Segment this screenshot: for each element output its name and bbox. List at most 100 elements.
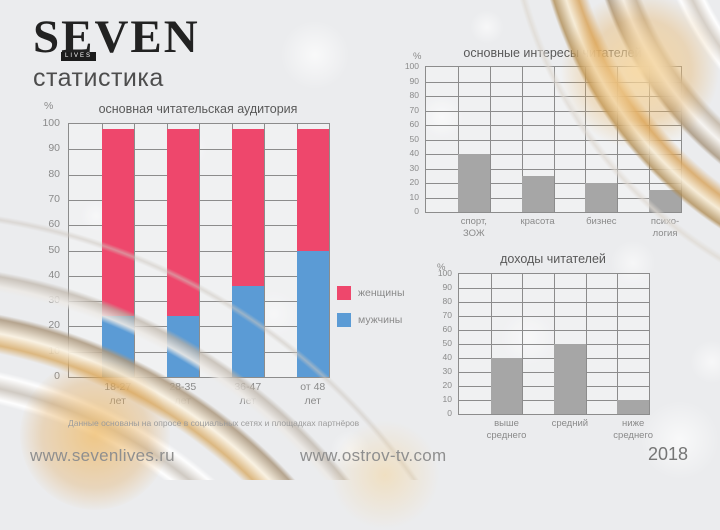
y-tick-label: 70 [48,192,60,205]
bar-красота [521,175,554,212]
legend-item-men: мужчины [337,313,405,327]
bar-segment-женщины [231,129,264,286]
y-tick-label: 0 [447,408,452,418]
chart-interests: % основные интересы читателей 0 10 20 30 40 5… [405,40,702,239]
legend: женщины мужчины [337,286,405,340]
y-axis-labels: 0 10 20 30 40 50 60 70 80 90 100 [401,61,423,216]
legend-swatch-men [337,313,351,327]
plot-area-audience: 18-27 лет 28-35 лет 36-47 лет от 48 лет [68,123,330,407]
y-tick-label: 10 [409,191,419,202]
legend-label-men: мужчины [358,314,403,326]
chart-title-audience: основная читательская аудитория [98,102,298,116]
y-tick-label: 10 [442,394,452,404]
y-tick-label: 50 [409,133,419,144]
y-tick-label: 30 [48,294,60,307]
bar-спорт, ЗОЖ [457,154,490,212]
legend-label-women: женщины [358,287,405,299]
x-tick-label: 18-27 лет [104,381,132,407]
bar-бизнес [585,183,618,212]
x-tick-label: спорт, ЗОЖ [460,216,487,240]
x-tick-label: бизнес [586,216,617,227]
y-tick-label: 50 [48,243,60,256]
y-tick-label: 40 [48,268,60,281]
logo-badge: LIVES [61,52,97,62]
x-tick-label: красота [520,216,555,227]
y-tick-label: 90 [442,282,452,292]
bar-segment-женщины [166,129,199,317]
data-source-footnote: Данные основаны на опросе в социальных с… [68,418,360,428]
y-tick-label: 10 [48,344,60,357]
y-tick-label: 20 [409,177,419,187]
x-tick-label: от 48 лет [300,381,326,407]
grid-line-horizontal [459,302,649,303]
logo-wordmark: SEVEN [33,11,200,63]
year-label: 2018 [648,444,689,464]
y-tick-label: 80 [409,90,419,100]
bar-segment-мужчины [101,316,134,377]
y-tick-label: 70 [409,104,419,115]
x-tick-label: средний [551,418,589,429]
logo: SEVEN LIVES статистика [33,14,200,93]
y-tick-label: 60 [409,119,419,129]
grid-line-horizontal [426,125,681,126]
gold-glow [330,420,440,530]
legend-item-women: женщины [337,286,405,300]
chart-income: % доходы читателей 0 10 20 30 40 50 60 70 80 90 10… [427,248,677,443]
grid-line-horizontal [459,316,649,317]
y-tick-label: 90 [409,75,419,86]
y-tick-label: 0 [54,370,60,382]
x-tick-label: ниже среднего [613,418,654,442]
grid-line-horizontal [426,110,681,112]
grid-line-horizontal [426,139,681,141]
y-tick-label: 100 [437,268,452,278]
y-tick-label: 60 [48,218,60,231]
grid-line-horizontal [426,96,681,97]
grid-line-horizontal [426,81,681,83]
y-tick-label: 30 [409,162,419,173]
bar-выше среднего [490,358,523,414]
bokeh-dot [470,10,504,44]
bar-segment-мужчины [231,285,264,377]
y-tick-label: 60 [442,324,452,334]
y-tick-label: 100 [42,117,60,129]
page-title: статистика [33,64,164,92]
bar-психо- логия [649,190,681,212]
bar-segment-мужчины [296,250,329,377]
y-axis-labels: 0 10 20 30 40 50 60 70 80 90 100 [434,268,456,418]
grid-line-horizontal [459,330,649,331]
chart-title-income: доходы читателей [500,252,606,266]
grid-line-horizontal [459,288,649,289]
x-tick-label: выше среднего [486,418,527,442]
plot-area-income: выше среднего средний ниже среднего [458,273,653,441]
y-axis-labels: 0 10 20 30 40 50 60 70 80 90 100 [40,117,64,382]
bokeh-dot [280,20,350,90]
legend-swatch-women [337,286,351,300]
y-tick-label: 80 [48,167,60,180]
y-tick-label: 50 [442,338,452,348]
x-tick-label: 28-35 лет [169,381,197,407]
bar-средний [554,344,586,414]
x-tick-label: 36-47 лет [234,381,262,407]
bar-segment-мужчины [166,316,199,377]
link-ostrov-tv[interactable]: www.ostrov-tv.com [300,446,447,465]
plot-area-interests: спорт, ЗОЖ красота бизнес психо-логия [425,66,682,239]
y-axis-unit: % [44,100,54,112]
y-tick-label: 40 [409,148,419,158]
x-tick-label: психо-логия [650,216,680,240]
chart-title-interests: основные интересы читателей [463,46,642,60]
bar-segment-женщины [101,129,134,317]
y-tick-label: 20 [48,319,60,332]
y-tick-label: 0 [414,206,419,216]
y-tick-label: 30 [442,366,452,376]
chart-audience: % основная читательская аудитория 0 10 20 3… [40,96,420,426]
bokeh-dot [690,340,720,384]
bar-ниже среднего [617,400,649,414]
y-tick-label: 100 [404,61,419,71]
y-tick-label: 20 [442,380,452,390]
link-sevenlives[interactable]: www.sevenlives.ru [30,446,175,465]
y-tick-label: 90 [48,142,60,155]
y-tick-label: 80 [442,296,452,306]
y-tick-label: 40 [442,352,452,362]
bar-segment-женщины [296,129,329,251]
